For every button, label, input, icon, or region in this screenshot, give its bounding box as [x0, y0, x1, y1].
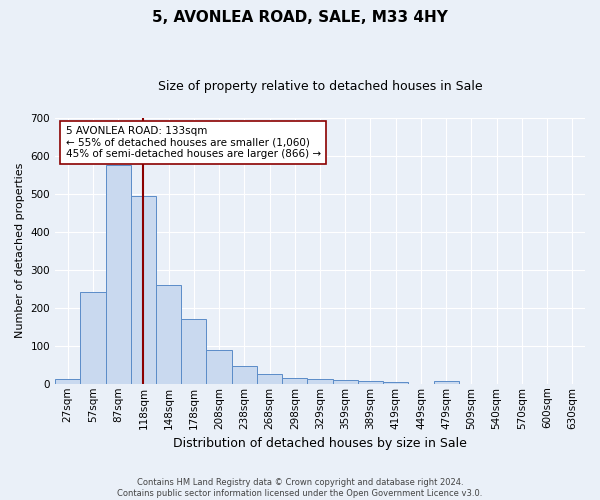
Bar	[358, 381, 383, 384]
Bar	[307, 379, 332, 384]
Bar	[156, 285, 181, 384]
X-axis label: Distribution of detached houses by size in Sale: Distribution of detached houses by size …	[173, 437, 467, 450]
Bar	[181, 319, 206, 384]
Bar	[383, 382, 409, 384]
Bar	[282, 378, 307, 384]
Bar	[106, 166, 131, 384]
Y-axis label: Number of detached properties: Number of detached properties	[15, 163, 25, 338]
Bar	[55, 379, 80, 384]
Title: Size of property relative to detached houses in Sale: Size of property relative to detached ho…	[158, 80, 482, 93]
Bar	[434, 380, 459, 384]
Bar	[206, 350, 232, 384]
Text: 5, AVONLEA ROAD, SALE, M33 4HY: 5, AVONLEA ROAD, SALE, M33 4HY	[152, 10, 448, 25]
Bar	[332, 380, 358, 384]
Text: 5 AVONLEA ROAD: 133sqm
← 55% of detached houses are smaller (1,060)
45% of semi-: 5 AVONLEA ROAD: 133sqm ← 55% of detached…	[65, 126, 321, 159]
Bar	[257, 374, 282, 384]
Text: Contains HM Land Registry data © Crown copyright and database right 2024.
Contai: Contains HM Land Registry data © Crown c…	[118, 478, 482, 498]
Bar	[131, 196, 156, 384]
Bar	[232, 366, 257, 384]
Bar	[80, 292, 106, 384]
